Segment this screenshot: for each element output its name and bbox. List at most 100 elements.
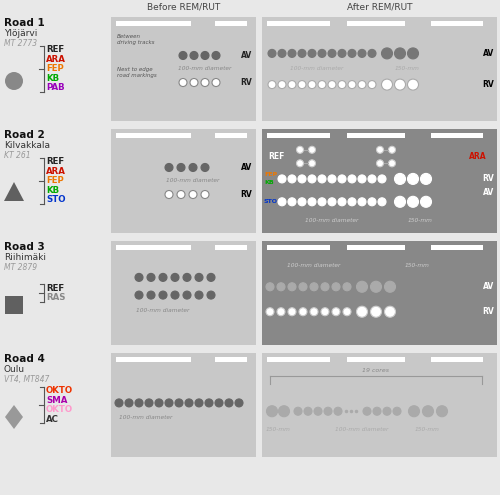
Text: Road 3: Road 3: [4, 242, 45, 252]
Circle shape: [382, 48, 392, 59]
Text: FEP: FEP: [264, 172, 277, 177]
Circle shape: [147, 273, 155, 281]
Text: VT4, MT847: VT4, MT847: [4, 375, 50, 384]
Text: ARA: ARA: [46, 55, 66, 64]
Text: MT 2773: MT 2773: [4, 39, 37, 48]
Circle shape: [408, 79, 418, 90]
Circle shape: [135, 399, 143, 407]
Circle shape: [177, 163, 185, 171]
Circle shape: [358, 198, 366, 206]
Bar: [262, 129, 497, 233]
Circle shape: [288, 81, 296, 89]
Text: Road 1: Road 1: [4, 18, 45, 28]
Circle shape: [394, 173, 406, 185]
Circle shape: [185, 399, 193, 407]
Bar: [431, 245, 483, 250]
Circle shape: [378, 175, 386, 183]
Circle shape: [189, 163, 197, 171]
Circle shape: [368, 198, 376, 206]
Text: AV: AV: [483, 49, 494, 58]
Text: STO: STO: [46, 196, 66, 204]
Text: AV: AV: [483, 282, 494, 291]
Bar: [346, 21, 406, 26]
Bar: [5, 296, 23, 314]
Circle shape: [310, 283, 318, 291]
Bar: [431, 357, 483, 362]
Circle shape: [5, 72, 23, 90]
Circle shape: [348, 198, 356, 206]
Circle shape: [348, 175, 356, 183]
Text: AV: AV: [483, 188, 494, 198]
Text: Ylöjärvi: Ylöjärvi: [4, 29, 38, 38]
Circle shape: [394, 197, 406, 207]
Circle shape: [201, 163, 209, 171]
Text: REF: REF: [46, 284, 64, 293]
Text: RV: RV: [240, 78, 252, 87]
Text: RV: RV: [482, 80, 494, 89]
Circle shape: [201, 51, 209, 59]
Bar: [116, 245, 192, 250]
Text: Road 2: Road 2: [4, 130, 45, 140]
Circle shape: [383, 407, 391, 415]
Circle shape: [393, 407, 401, 415]
Bar: [111, 353, 256, 457]
Circle shape: [288, 283, 296, 291]
Circle shape: [308, 81, 316, 89]
Bar: [346, 357, 406, 362]
Circle shape: [201, 191, 209, 198]
Text: 150-mm: 150-mm: [394, 66, 419, 71]
Circle shape: [175, 399, 183, 407]
Circle shape: [165, 163, 173, 171]
Text: AC: AC: [46, 415, 59, 424]
Text: 100-mm diameter: 100-mm diameter: [119, 415, 172, 420]
Circle shape: [328, 198, 336, 206]
Text: OKTO: OKTO: [46, 405, 73, 414]
Bar: [216, 245, 248, 250]
Bar: [431, 21, 483, 26]
Text: 100-mm diameter: 100-mm diameter: [288, 263, 341, 268]
Circle shape: [288, 308, 296, 316]
Circle shape: [298, 175, 306, 183]
Circle shape: [310, 308, 318, 316]
Circle shape: [408, 406, 420, 417]
Bar: [216, 133, 248, 138]
Text: MT 2879: MT 2879: [4, 263, 37, 272]
Circle shape: [155, 399, 163, 407]
Text: PAB: PAB: [46, 83, 64, 92]
Text: KB: KB: [264, 180, 274, 186]
Circle shape: [277, 308, 285, 316]
Bar: [346, 133, 406, 138]
Circle shape: [338, 50, 346, 57]
Text: 19 cores: 19 cores: [362, 368, 390, 373]
Text: FEP: FEP: [46, 64, 64, 73]
Text: RAS: RAS: [46, 293, 66, 302]
Text: Road 4: Road 4: [4, 354, 45, 364]
Circle shape: [215, 399, 223, 407]
Text: AV: AV: [241, 163, 252, 172]
Circle shape: [408, 173, 418, 185]
Text: Kilvakkala: Kilvakkala: [4, 141, 50, 150]
Circle shape: [125, 399, 133, 407]
Circle shape: [266, 283, 274, 291]
Circle shape: [278, 81, 286, 89]
Circle shape: [299, 283, 307, 291]
Circle shape: [436, 406, 448, 417]
Bar: [431, 133, 483, 138]
Circle shape: [318, 81, 326, 89]
Bar: [116, 21, 192, 26]
Text: REF: REF: [46, 46, 64, 54]
Circle shape: [422, 406, 434, 417]
Circle shape: [288, 175, 296, 183]
Circle shape: [235, 399, 243, 407]
Text: 100-mm diameter: 100-mm diameter: [336, 427, 388, 432]
Circle shape: [179, 79, 187, 87]
Circle shape: [298, 81, 306, 89]
Circle shape: [334, 407, 342, 415]
Text: Oulu: Oulu: [4, 365, 25, 374]
Text: Riihimäki: Riihimäki: [4, 253, 46, 262]
Text: 150-mm: 150-mm: [404, 263, 429, 268]
Circle shape: [298, 198, 306, 206]
Circle shape: [171, 291, 179, 299]
Text: Between
driving tracks: Between driving tracks: [117, 34, 154, 45]
Circle shape: [299, 308, 307, 316]
